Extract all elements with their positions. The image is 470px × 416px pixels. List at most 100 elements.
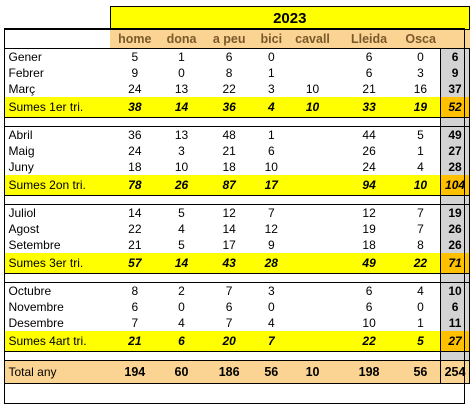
value-cell[interactable]: 2 xyxy=(159,282,204,299)
value-cell[interactable]: 3 xyxy=(254,282,288,299)
total-cell[interactable]: 71 xyxy=(440,253,470,274)
value-cell[interactable] xyxy=(255,352,288,361)
value-cell[interactable] xyxy=(287,331,338,352)
value-cell[interactable]: 7 xyxy=(131,316,139,330)
value-cell[interactable]: 14 xyxy=(222,222,236,236)
value-cell[interactable]: 28 xyxy=(254,253,288,274)
header-cell[interactable]: home xyxy=(110,29,160,49)
value-cell[interactable]: 5 xyxy=(178,238,185,252)
value-cell[interactable]: 7 xyxy=(254,204,288,221)
header-cell[interactable] xyxy=(440,29,470,49)
row-label[interactable]: Abril xyxy=(4,126,110,143)
value-cell[interactable] xyxy=(288,118,338,127)
value-cell[interactable]: 7 xyxy=(254,331,288,352)
header-blank[interactable] xyxy=(4,29,110,49)
value-cell[interactable] xyxy=(287,282,338,299)
value-cell[interactable]: 13 xyxy=(174,82,189,96)
total-cell[interactable]: 19 xyxy=(440,204,470,221)
row-label[interactable] xyxy=(5,274,111,283)
value-cell[interactable]: 1 xyxy=(417,144,424,158)
value-cell[interactable] xyxy=(110,352,160,361)
header-cell[interactable]: dona xyxy=(159,29,204,49)
value-cell[interactable]: 57 xyxy=(110,253,160,274)
value-cell[interactable]: 5 xyxy=(110,48,160,65)
value-cell[interactable]: 8 xyxy=(110,282,160,299)
total-cell[interactable]: 27 xyxy=(440,331,470,352)
value-cell[interactable]: 21 xyxy=(128,238,142,252)
value-cell[interactable]: 6 xyxy=(365,300,373,314)
value-cell[interactable]: 4 xyxy=(178,316,185,330)
value-cell[interactable]: 4 xyxy=(178,222,185,236)
value-cell[interactable] xyxy=(255,118,288,127)
value-cell[interactable]: 18 xyxy=(128,160,142,174)
value-cell[interactable]: 22 xyxy=(222,82,236,96)
value-cell[interactable]: 18 xyxy=(222,160,236,174)
value-cell[interactable]: 60 xyxy=(159,360,204,384)
sheet-title[interactable]: 2023 xyxy=(109,6,470,30)
value-cell[interactable] xyxy=(287,126,338,143)
value-cell[interactable]: 33 xyxy=(337,97,401,118)
value-cell[interactable] xyxy=(288,65,338,81)
value-cell[interactable]: 94 xyxy=(337,175,401,196)
value-cell[interactable]: 6 xyxy=(203,48,255,65)
value-cell[interactable]: 36 xyxy=(203,97,255,118)
total-cell[interactable]: 254 xyxy=(440,360,470,384)
value-cell[interactable]: 4 xyxy=(417,160,424,174)
value-cell[interactable] xyxy=(401,274,441,283)
value-cell[interactable] xyxy=(401,196,441,205)
value-cell[interactable]: 6 xyxy=(131,300,139,314)
value-cell[interactable]: 10 xyxy=(174,160,189,174)
value-cell[interactable] xyxy=(288,159,338,175)
row-label[interactable] xyxy=(5,118,111,127)
value-cell[interactable]: 1 xyxy=(159,48,204,65)
value-cell[interactable] xyxy=(337,196,400,205)
value-cell[interactable] xyxy=(288,237,338,253)
value-cell[interactable]: 49 xyxy=(337,253,401,274)
value-cell[interactable]: 22 xyxy=(400,253,441,274)
value-cell[interactable] xyxy=(288,196,338,205)
value-cell[interactable]: 19 xyxy=(362,222,376,236)
value-cell[interactable]: 14 xyxy=(159,253,204,274)
value-cell[interactable] xyxy=(203,196,255,205)
value-cell[interactable]: 36 xyxy=(110,126,160,143)
value-cell[interactable]: 5 xyxy=(400,126,441,143)
value-cell[interactable] xyxy=(288,143,338,159)
total-cell[interactable] xyxy=(440,351,470,361)
value-cell[interactable]: 13 xyxy=(159,126,204,143)
value-cell[interactable]: 6 xyxy=(337,48,401,65)
value-cell[interactable]: 7 xyxy=(417,222,424,236)
value-cell[interactable] xyxy=(288,315,338,331)
value-cell[interactable]: 78 xyxy=(110,175,160,196)
value-cell[interactable]: 7 xyxy=(225,316,233,330)
value-cell[interactable]: 6 xyxy=(337,282,401,299)
row-label[interactable] xyxy=(5,196,111,205)
row-label[interactable] xyxy=(5,352,111,361)
value-cell[interactable] xyxy=(110,196,160,205)
value-cell[interactable]: 9 xyxy=(131,66,139,80)
value-cell[interactable]: 87 xyxy=(203,175,255,196)
value-cell[interactable]: 38 xyxy=(110,97,160,118)
value-cell[interactable]: 10 xyxy=(287,360,338,384)
value-cell[interactable]: 10 xyxy=(362,316,376,330)
value-cell[interactable]: 18 xyxy=(362,238,376,252)
row-label[interactable]: Març xyxy=(8,82,36,96)
header-cell[interactable]: cavall xyxy=(287,29,338,49)
total-cell[interactable]: 26 xyxy=(440,221,470,237)
value-cell[interactable] xyxy=(287,48,338,65)
value-cell[interactable]: 0 xyxy=(254,48,288,65)
value-cell[interactable]: 3 xyxy=(178,144,185,158)
value-cell[interactable]: 22 xyxy=(337,331,401,352)
value-cell[interactable] xyxy=(203,352,255,361)
total-cell[interactable]: 52 xyxy=(440,97,470,118)
value-cell[interactable]: 1 xyxy=(254,126,288,143)
value-cell[interactable] xyxy=(203,118,255,127)
value-cell[interactable]: 0 xyxy=(178,300,185,314)
total-cell[interactable] xyxy=(440,273,470,283)
value-cell[interactable]: 7 xyxy=(203,282,255,299)
total-cell[interactable]: 26 xyxy=(440,237,470,253)
value-cell[interactable]: 17 xyxy=(222,238,236,252)
row-label[interactable]: Maig xyxy=(8,144,35,158)
value-cell[interactable]: 12 xyxy=(264,222,278,236)
row-label[interactable]: Octubre xyxy=(4,282,110,299)
value-cell[interactable]: 198 xyxy=(337,360,401,384)
